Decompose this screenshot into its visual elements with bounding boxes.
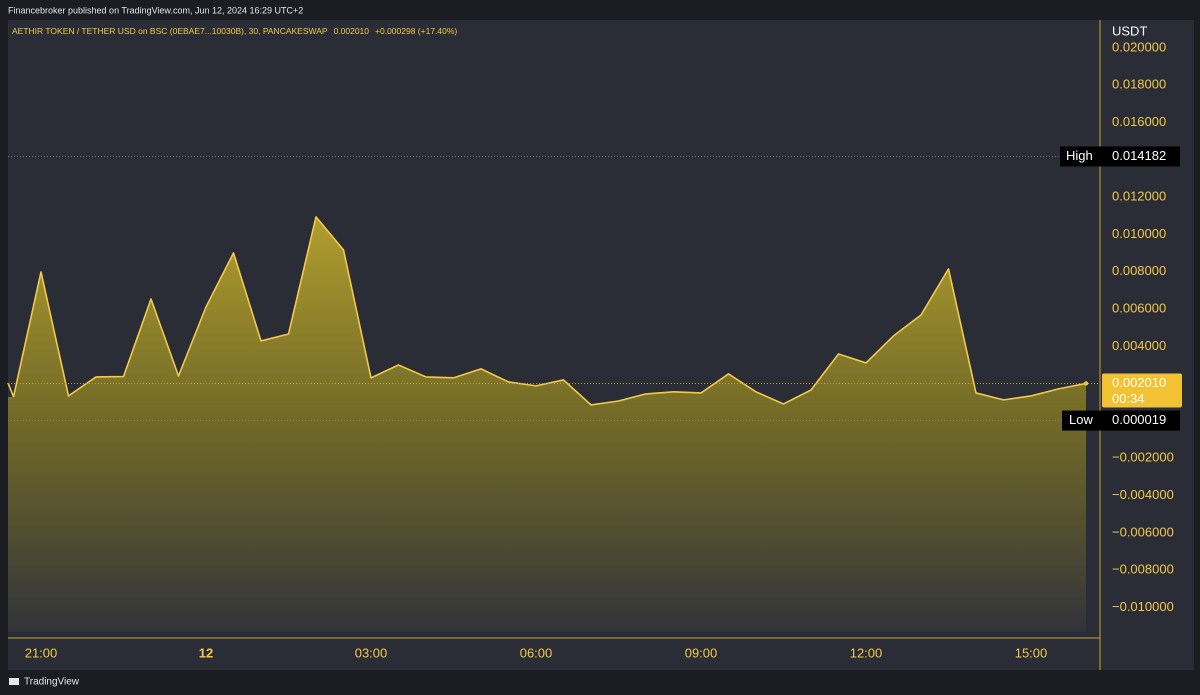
x-tick-label: 21:00 [25,645,58,660]
x-tick-label: 03:00 [355,645,388,660]
y-tick-label: −0.006000 [1112,524,1174,539]
area-fill [8,216,1086,632]
plot [7,216,1089,632]
y-tick-label: 0.016000 [1112,114,1166,129]
brand: TradingView [24,677,80,688]
high-value: 0.014182 [1112,148,1166,163]
y-tick-label: 0.018000 [1112,77,1166,92]
x-tick-label: 06:00 [520,645,553,660]
y-tick-label: −0.002000 [1112,450,1174,465]
y-tick-label: 0.006000 [1112,300,1166,315]
legend: AETHIR TOKEN / TETHER USD on BSC (0EBAE7… [12,26,457,36]
x-tick-label: 12:00 [850,645,883,660]
low-label: Low [1069,412,1093,427]
line-lead [7,382,15,398]
y-tick-label: 0.010000 [1112,226,1166,241]
x-tick-label: 12 [199,645,213,660]
logo [9,678,19,685]
currency: USDT [1112,23,1147,38]
y-tick-label: 0.020000 [1112,39,1166,54]
high-label: High [1066,148,1093,163]
x-tick-label: 15:00 [1015,645,1048,660]
logo-mark [9,678,19,685]
last-price: 0.002010 [334,26,370,36]
y-tick-label: −0.004000 [1112,487,1174,502]
y-tick-label: −0.008000 [1112,562,1174,577]
x-tick-label: 09:00 [685,645,718,660]
low-value: 0.000019 [1112,412,1166,427]
published-line: Financebroker published on TradingView.c… [8,5,303,15]
symbol: AETHIR TOKEN / TETHER USD on BSC (0EBAE7… [12,26,328,36]
change: +0.000298 (+17.40%) [375,26,457,36]
countdown: 00:34 [1112,391,1145,406]
low-tag-bg [1062,410,1180,431]
y-tick-label: 0.004000 [1112,338,1166,353]
last-tag-bg [1102,373,1182,408]
high-tag-bg [1060,146,1180,167]
last-value: 0.002010 [1112,375,1166,390]
y-tick-label: 0.008000 [1112,263,1166,278]
area-line [12,216,1087,406]
y-tick-label: −0.010000 [1112,599,1174,614]
y-tick-label: 0.012000 [1112,189,1166,204]
